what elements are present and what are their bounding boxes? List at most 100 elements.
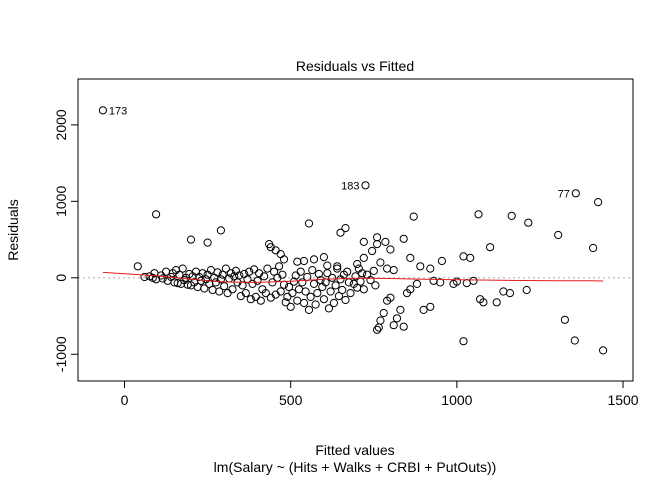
- data-point: [261, 289, 270, 298]
- data-point: [334, 292, 343, 301]
- data-point: [220, 282, 229, 291]
- data-point: [333, 264, 342, 273]
- data-point: [260, 272, 269, 281]
- data-point: [304, 305, 314, 314]
- data-point: [389, 321, 398, 330]
- data-point: [492, 298, 501, 307]
- data-point: [286, 302, 295, 311]
- data-point: [230, 272, 239, 281]
- data-point: [328, 273, 337, 282]
- data-point: [158, 274, 167, 283]
- data-point: [313, 289, 322, 298]
- data-point: [479, 298, 488, 307]
- point-label: 173: [109, 105, 127, 117]
- data-point: [406, 285, 415, 294]
- y-tick-label: 2000: [53, 109, 69, 140]
- data-point: [216, 275, 225, 284]
- data-point: [459, 252, 468, 261]
- data-point: [361, 181, 370, 190]
- data-point: [241, 289, 250, 298]
- x-axis-label: Fitted values: [315, 442, 394, 458]
- data-point: [426, 264, 435, 273]
- data-point: [298, 278, 307, 287]
- data-point: [426, 302, 435, 311]
- data-point: [343, 267, 352, 276]
- data-point: [507, 211, 516, 220]
- data-point: [386, 245, 395, 254]
- data-point: [359, 285, 368, 294]
- data-point: [373, 240, 382, 249]
- data-point: [253, 276, 262, 285]
- data-point: [560, 315, 570, 324]
- data-point: [293, 257, 302, 266]
- data-point: [570, 336, 579, 345]
- data-point: [133, 262, 142, 271]
- x-tick-label: 0: [121, 392, 129, 408]
- data-point: [276, 250, 285, 259]
- data-point: [333, 262, 342, 271]
- data-point: [356, 277, 365, 286]
- data-point: [599, 346, 608, 355]
- data-point: [589, 243, 598, 253]
- data-point: [376, 258, 385, 267]
- data-point: [416, 262, 425, 271]
- y-axis-label: Residuals: [5, 199, 21, 260]
- data-point: [303, 272, 312, 282]
- data-point: [243, 275, 252, 284]
- data-point: [308, 266, 317, 275]
- data-point: [223, 289, 232, 298]
- data-point: [270, 267, 279, 276]
- data-point: [341, 224, 350, 233]
- data-point: [474, 210, 483, 219]
- data-point: [366, 276, 375, 285]
- data-point: [301, 287, 310, 296]
- data-point: [359, 237, 368, 246]
- data-point: [331, 281, 340, 290]
- data-point: [351, 272, 360, 281]
- data-point: [409, 212, 418, 221]
- data-point: [373, 233, 382, 242]
- data-point: [256, 296, 265, 305]
- x-tick-label: 1500: [607, 392, 638, 408]
- data-point: [309, 279, 319, 288]
- chart-subtitle: lm(Salary ~ (Hits + Walks + CRBI + PutOu…: [214, 459, 497, 475]
- data-point: [235, 271, 244, 280]
- data-point: [594, 198, 603, 207]
- chart-title: Residuals vs Fitted: [296, 58, 414, 74]
- data-point: [186, 235, 196, 244]
- data-point: [276, 287, 285, 296]
- data-point: [406, 253, 415, 262]
- data-point: [326, 287, 335, 296]
- data-point: [304, 219, 314, 228]
- data-point: [218, 270, 227, 279]
- data-point: [466, 253, 475, 262]
- data-point: [389, 266, 398, 275]
- data-point: [571, 189, 580, 198]
- data-point: [344, 278, 353, 287]
- data-point: [203, 238, 212, 247]
- data-point: [279, 255, 289, 264]
- point-label: 183: [341, 180, 359, 192]
- data-point: [140, 272, 149, 282]
- data-point: [208, 285, 217, 295]
- data-point: [246, 295, 255, 304]
- data-point: [173, 279, 182, 288]
- data-point: [221, 264, 230, 273]
- y-tick-label: -1000: [53, 336, 69, 372]
- data-point: [381, 237, 390, 246]
- data-point: [296, 267, 305, 276]
- data-point: [412, 279, 422, 288]
- data-point: [359, 253, 368, 262]
- data-point: [245, 267, 254, 276]
- data-point: [486, 243, 495, 252]
- data-point: [373, 325, 382, 334]
- y-tick-label: 1000: [53, 186, 69, 217]
- data-point: [284, 282, 294, 292]
- y-tick-label: 0: [53, 274, 69, 282]
- data-point: [554, 230, 563, 240]
- smooth-line: [102, 271, 604, 283]
- data-point: [299, 256, 309, 266]
- data-point: [449, 279, 458, 288]
- data-point: [353, 259, 362, 269]
- data-point: [314, 269, 323, 279]
